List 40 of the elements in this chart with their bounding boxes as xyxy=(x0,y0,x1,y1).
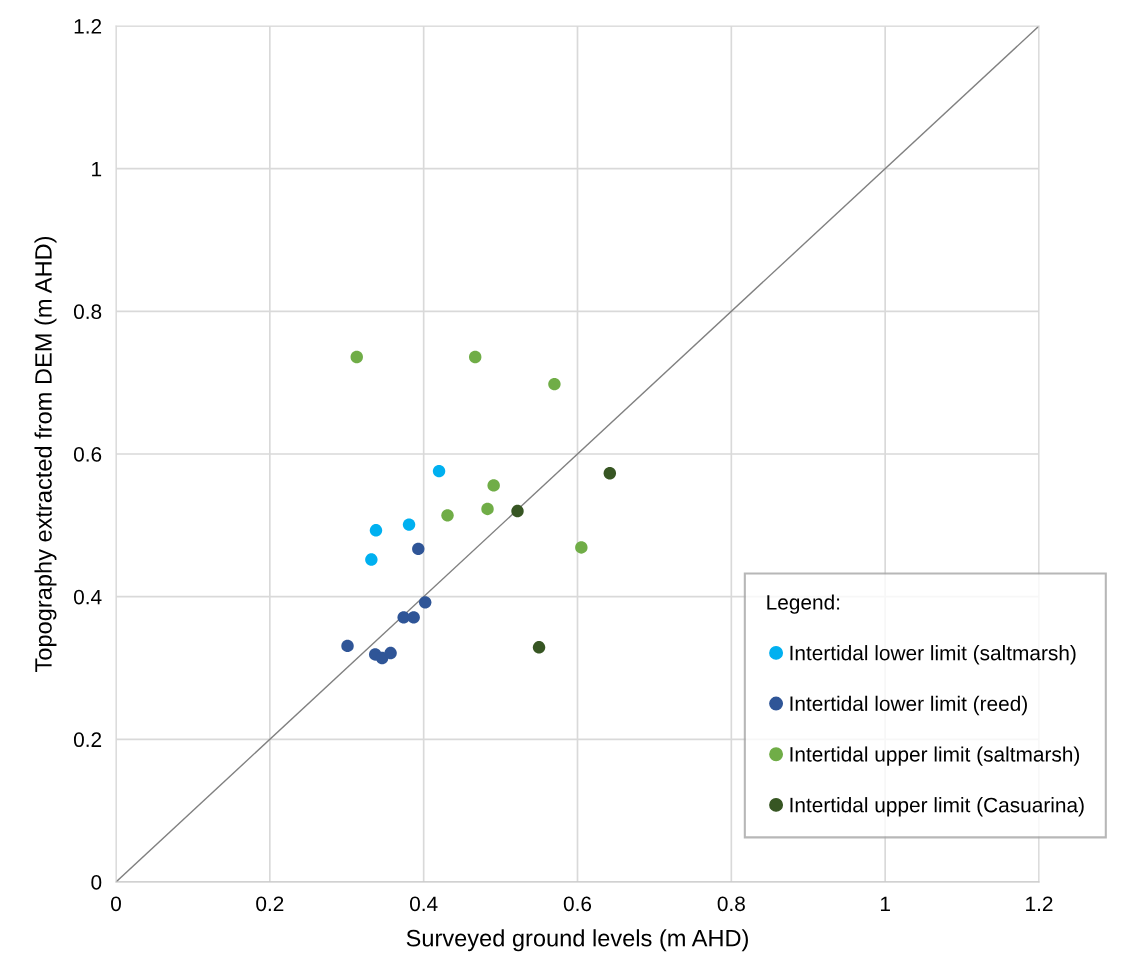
y-tick-label: 1 xyxy=(92,161,102,177)
y-tick-label: 0.2 xyxy=(73,732,102,748)
point xyxy=(441,509,454,522)
point xyxy=(532,641,546,654)
point xyxy=(350,350,363,364)
legend-label: Intertidal lower limit (saltmarsh) xyxy=(790,645,1076,665)
point xyxy=(412,542,425,556)
point xyxy=(402,518,416,531)
y-axis-title: Topography extracted from DEM (m AHD) xyxy=(34,236,57,672)
y-tick-label: 0.6 xyxy=(73,447,102,462)
point xyxy=(511,504,524,518)
point xyxy=(407,611,420,624)
legend-label: Intertidal upper limit (Casuarina) xyxy=(790,797,1084,817)
point xyxy=(603,467,617,480)
point xyxy=(481,502,494,516)
y-tick-label: 1.2 xyxy=(74,19,102,34)
y-tick-label: 0.8 xyxy=(73,304,102,320)
point xyxy=(468,350,482,364)
point xyxy=(384,646,397,660)
x-axis-title: Surveyed ground levels (m AHD) xyxy=(406,929,748,952)
point xyxy=(418,596,432,609)
x-tick-label: 0 xyxy=(111,896,121,912)
legend-label: Intertidal upper limit (saltmarsh) xyxy=(790,746,1080,766)
point xyxy=(575,541,588,554)
point xyxy=(487,479,500,492)
x-tick-label: 1 xyxy=(880,896,890,911)
y-tick-label: 0 xyxy=(91,875,102,890)
legend-title: Legend: xyxy=(767,594,840,614)
x-tick-label: 0.2 xyxy=(256,896,284,912)
x-tick-label: 1.2 xyxy=(1026,896,1053,911)
point xyxy=(548,377,561,391)
legend-label: Intertidal lower limit (reed) xyxy=(790,695,1027,716)
point xyxy=(369,524,383,537)
x-tick-label: 0.6 xyxy=(563,896,592,912)
point xyxy=(365,553,378,566)
point xyxy=(341,639,354,653)
y-tick-label: 0.4 xyxy=(73,589,102,605)
x-tick-label: 0.8 xyxy=(717,896,745,912)
point xyxy=(432,464,446,478)
x-tick-label: 0.4 xyxy=(410,896,438,912)
